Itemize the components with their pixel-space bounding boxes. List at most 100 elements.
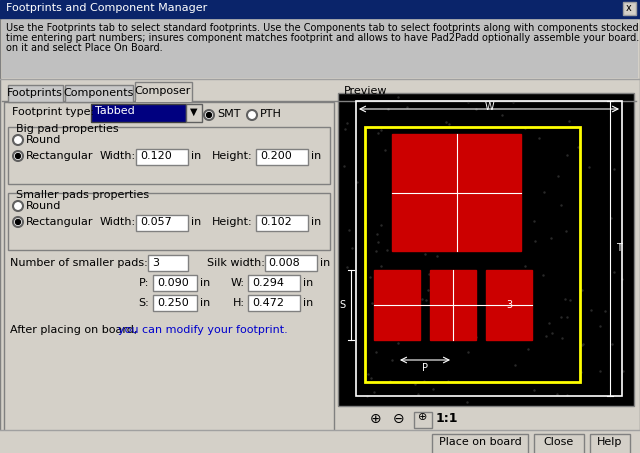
Text: Rectangular: Rectangular	[26, 151, 93, 161]
Text: Preview: Preview	[344, 86, 387, 96]
Bar	[136, 100, 191, 102]
Bar	[590, 434, 630, 453]
Text: in: in	[191, 151, 201, 161]
Circle shape	[13, 201, 23, 211]
Text: Big pad properties: Big pad properties	[16, 124, 118, 134]
Circle shape	[13, 135, 23, 145]
Text: in: in	[311, 217, 321, 227]
Bar	[148, 255, 188, 271]
Bar	[248, 275, 300, 291]
Text: Help: Help	[597, 437, 623, 447]
Bar	[2, 80, 638, 102]
Text: 0.472: 0.472	[252, 298, 284, 308]
Text: Smaller pads properties: Smaller pads properties	[16, 190, 149, 200]
Bar	[356, 101, 622, 396]
Text: Footprint type:: Footprint type:	[12, 107, 94, 117]
Circle shape	[13, 217, 23, 227]
Bar	[486, 270, 532, 340]
Text: Place on board: Place on board	[438, 437, 522, 447]
Bar	[136, 215, 188, 231]
Text: W:: W:	[231, 278, 245, 288]
Bar	[534, 434, 584, 453]
Text: in: in	[303, 298, 313, 308]
Text: After placing on board,: After placing on board,	[10, 325, 138, 335]
Bar	[0, 0, 640, 18]
Text: 3: 3	[506, 300, 512, 310]
Bar	[186, 104, 202, 122]
Text: P:: P:	[139, 278, 149, 288]
Text: P: P	[422, 363, 428, 373]
Text: 1:1: 1:1	[436, 412, 458, 425]
Bar	[338, 93, 634, 406]
Text: Height:: Height:	[212, 217, 253, 227]
Text: SMT: SMT	[217, 109, 241, 119]
Text: W: W	[484, 102, 494, 112]
Circle shape	[247, 110, 257, 120]
Bar	[248, 295, 300, 311]
Bar	[65, 85, 133, 102]
Bar	[8, 85, 63, 102]
Text: PTH: PTH	[260, 109, 282, 119]
Text: 0.250: 0.250	[157, 298, 189, 308]
Bar	[265, 255, 317, 271]
Bar	[432, 434, 528, 453]
Bar	[414, 412, 432, 428]
Circle shape	[15, 154, 20, 159]
Text: Rectangular: Rectangular	[26, 217, 93, 227]
Circle shape	[15, 220, 20, 225]
Bar	[153, 275, 197, 291]
Text: 3: 3	[152, 258, 159, 268]
Text: Width:: Width:	[100, 217, 136, 227]
Text: you can modify your footprint.: you can modify your footprint.	[118, 325, 288, 335]
Text: Tabbed: Tabbed	[95, 106, 135, 116]
Text: Width:: Width:	[100, 151, 136, 161]
Text: in: in	[200, 278, 211, 288]
Bar	[2, 20, 638, 78]
Bar	[430, 270, 476, 340]
Text: ⊖: ⊖	[393, 412, 404, 426]
Text: Composer: Composer	[135, 86, 191, 96]
Bar	[392, 134, 521, 251]
Text: Height:: Height:	[212, 151, 253, 161]
Text: in: in	[200, 298, 211, 308]
Bar	[153, 295, 197, 311]
Circle shape	[13, 151, 23, 161]
Bar	[8, 193, 330, 250]
Text: in: in	[311, 151, 321, 161]
Text: H:: H:	[233, 298, 245, 308]
Text: on it and select Place On Board.: on it and select Place On Board.	[6, 43, 163, 53]
Bar	[91, 104, 186, 122]
Bar	[623, 2, 636, 15]
Bar	[0, 430, 640, 453]
Text: S: S	[340, 300, 346, 310]
Bar	[8, 127, 330, 184]
Text: 0.294: 0.294	[252, 278, 284, 288]
Text: Footprints and Component Manager: Footprints and Component Manager	[6, 3, 207, 13]
Text: ⊕: ⊕	[419, 412, 428, 422]
Text: T: T	[616, 243, 622, 253]
Text: 0.008: 0.008	[268, 258, 300, 268]
Text: 0.057: 0.057	[140, 217, 172, 227]
Bar	[256, 215, 308, 231]
Text: 0.090: 0.090	[157, 278, 189, 288]
Text: time entering part numbers; insures component matches footprint and allows to ha: time entering part numbers; insures comp…	[6, 33, 640, 43]
Circle shape	[204, 110, 214, 120]
Text: 0.200: 0.200	[260, 151, 292, 161]
Bar	[365, 127, 580, 382]
Text: Round: Round	[26, 135, 61, 145]
Text: Close: Close	[544, 437, 574, 447]
Text: x: x	[626, 3, 632, 13]
Text: in: in	[191, 217, 201, 227]
Text: Components: Components	[64, 88, 134, 98]
Bar	[4, 102, 334, 432]
Text: Round: Round	[26, 201, 61, 211]
Bar	[374, 270, 420, 340]
Text: S:: S:	[138, 298, 149, 308]
Bar	[256, 149, 308, 165]
Text: in: in	[303, 278, 313, 288]
Text: in: in	[320, 258, 330, 268]
Bar	[136, 149, 188, 165]
Text: Silk width:: Silk width:	[207, 258, 265, 268]
Text: 0.102: 0.102	[260, 217, 292, 227]
Text: Number of smaller pads:: Number of smaller pads:	[10, 258, 148, 268]
